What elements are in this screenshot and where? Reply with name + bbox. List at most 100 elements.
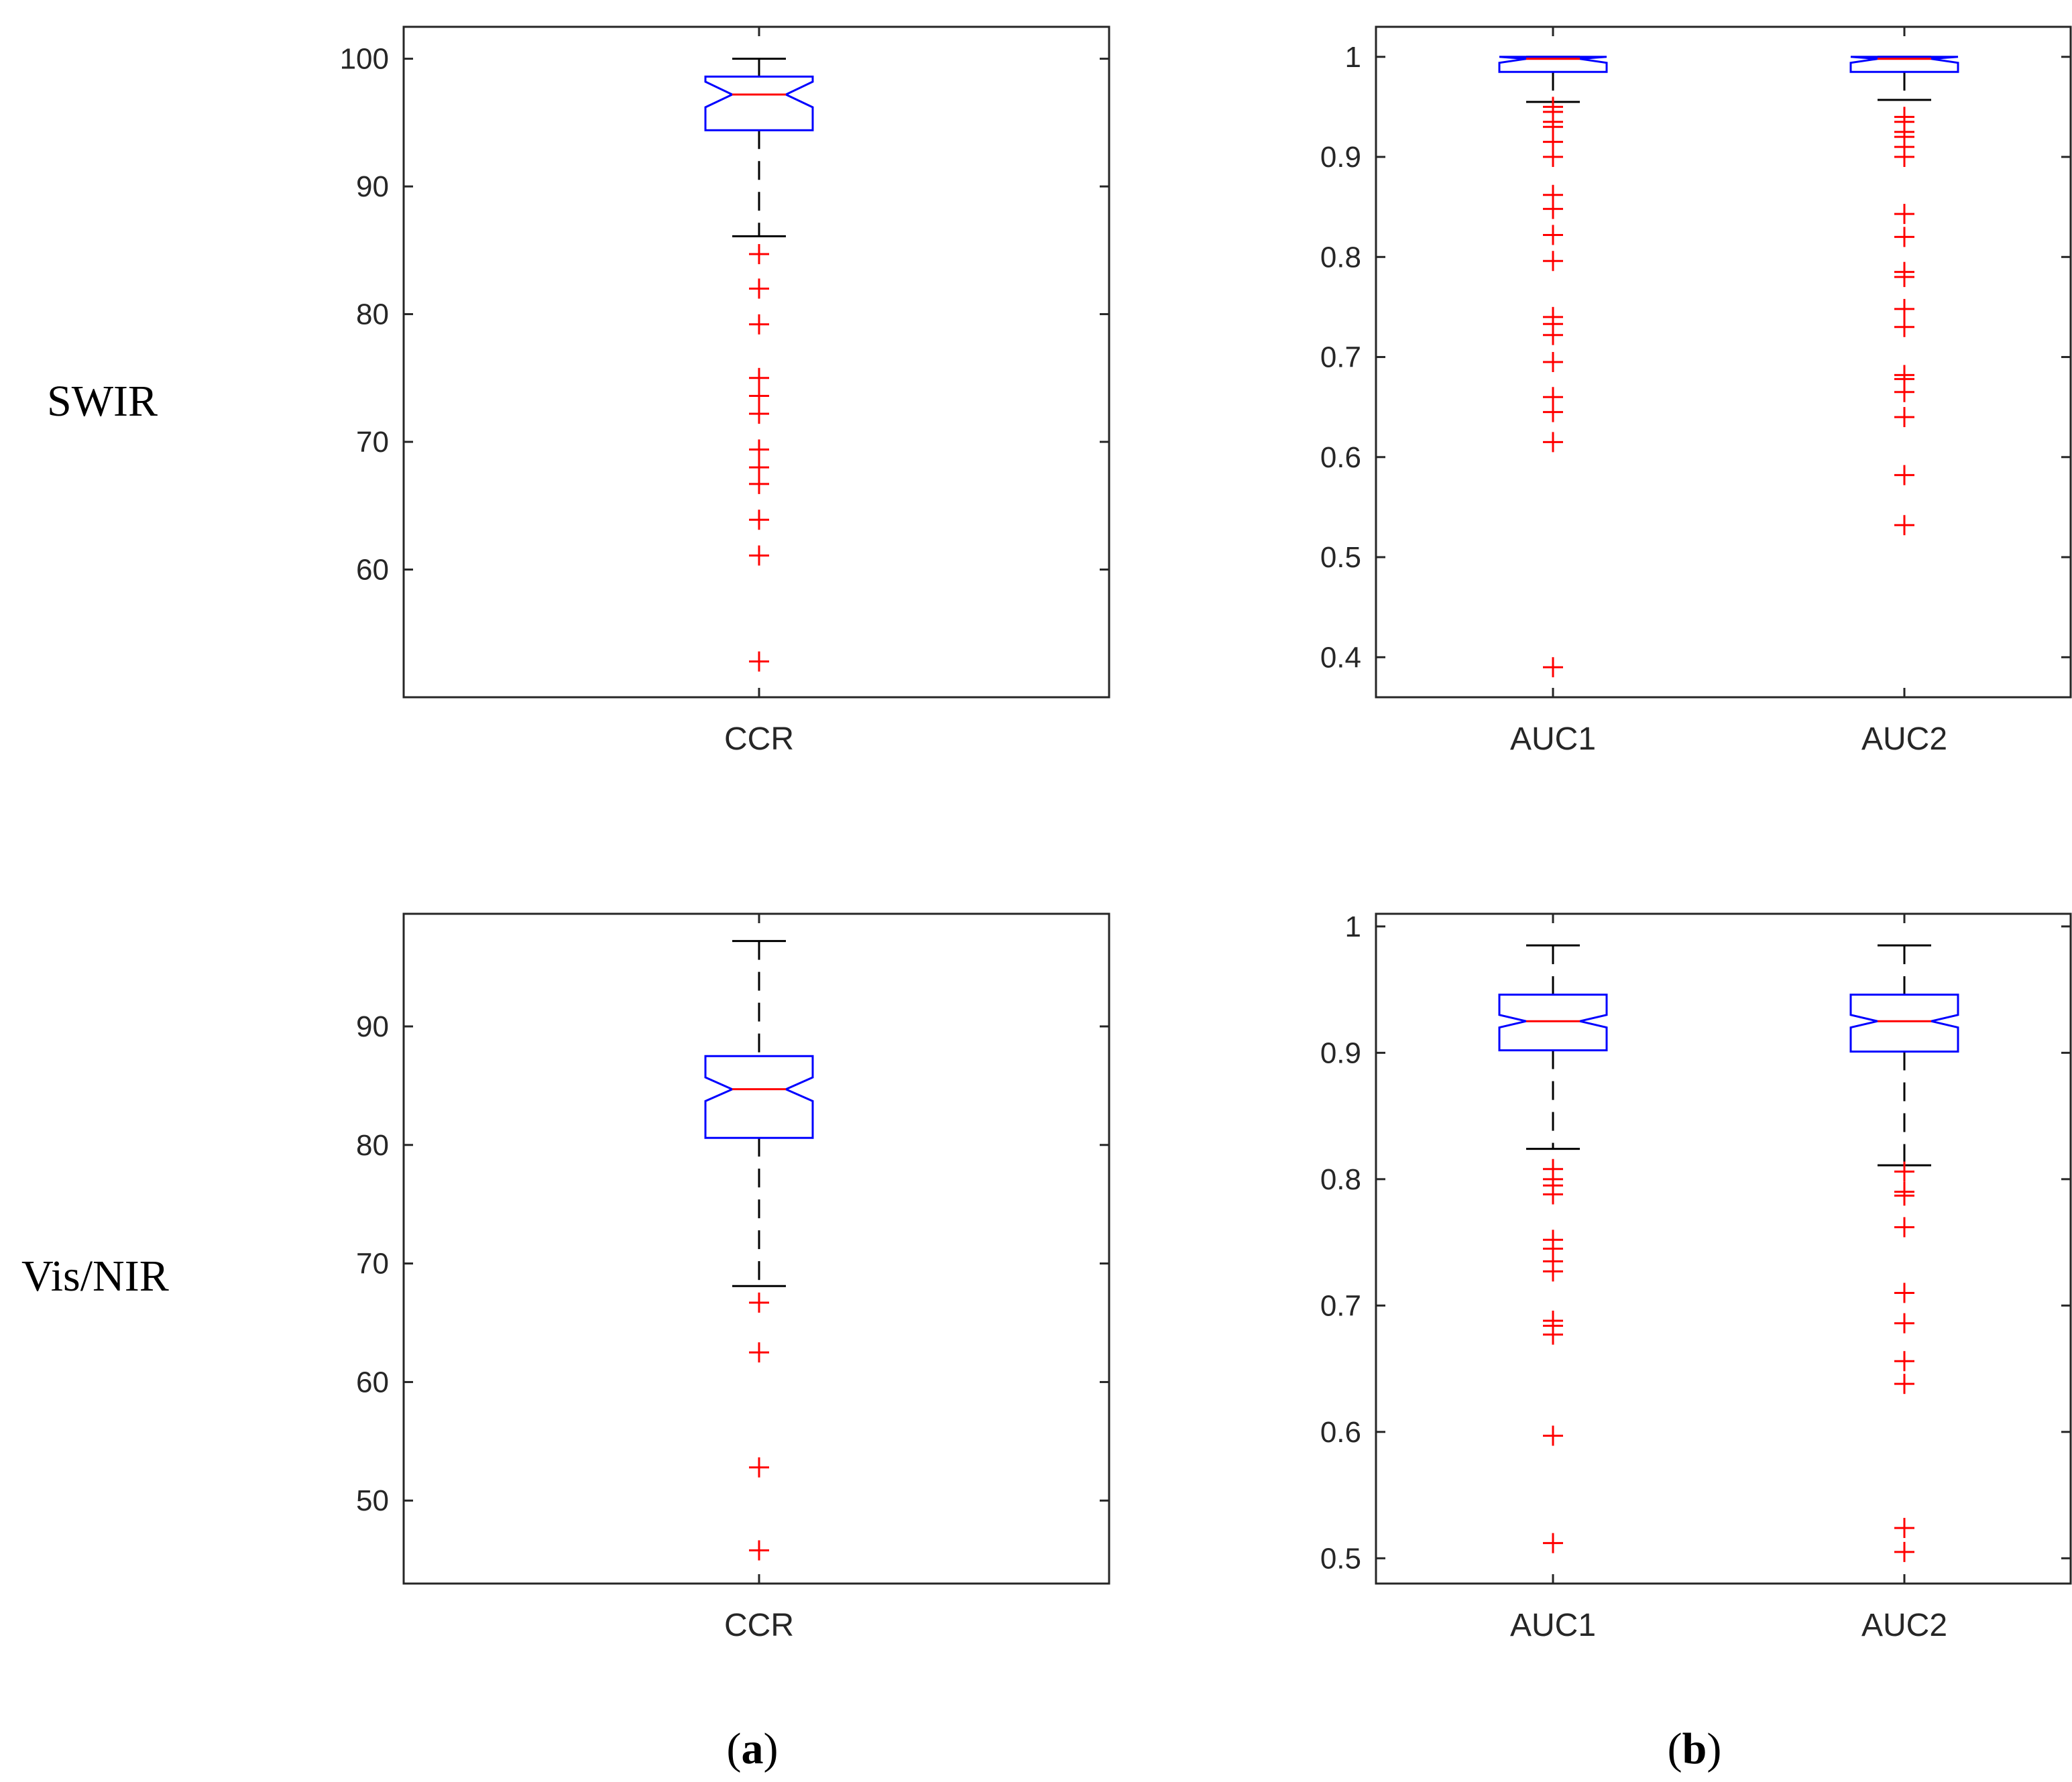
outlier-marker <box>1894 298 1914 319</box>
outlier-marker <box>1543 324 1563 345</box>
category-label: AUC1 <box>1510 721 1596 757</box>
outlier-marker <box>1894 1161 1914 1182</box>
panel-label-a: (a) <box>727 1724 779 1773</box>
outlier-marker <box>1543 1261 1563 1282</box>
plot-frame <box>402 25 1110 699</box>
box-auc1: AUC1 <box>1498 27 1608 757</box>
y-tick-label: 0.6 <box>1320 1416 1361 1449</box>
y-tick-label: 60 <box>356 1366 389 1399</box>
outlier-marker <box>749 1342 769 1363</box>
y-tick-label: 100 <box>340 43 389 76</box>
box-ccr: CCR <box>704 27 814 757</box>
y-tick-label: 90 <box>356 1010 389 1043</box>
category-label: CCR <box>724 1608 794 1643</box>
notched-box <box>704 1055 814 1139</box>
outlier-marker <box>1543 1324 1563 1345</box>
y-tick-label: 80 <box>356 298 389 331</box>
outlier-marker <box>1543 251 1563 272</box>
row-label-visnir: Vis/NIR <box>21 1252 169 1301</box>
outlier-marker <box>1543 1533 1563 1553</box>
outlier-marker <box>1543 1184 1563 1205</box>
outlier-marker <box>1894 1313 1914 1333</box>
outlier-marker <box>749 404 769 424</box>
outlier-marker <box>749 1292 769 1313</box>
y-tick-label: 60 <box>356 554 389 587</box>
outlier-marker <box>1543 147 1563 168</box>
outlier-marker <box>1894 267 1914 288</box>
outlier-marker <box>1894 1374 1914 1394</box>
outlier-marker <box>749 1540 769 1561</box>
box-auc1: AUC1 <box>1498 914 1608 1643</box>
plot-frame <box>402 912 1110 1585</box>
panel-label-b: (b) <box>1668 1724 1722 1773</box>
outlier-marker <box>1543 352 1563 372</box>
y-tick-label: 90 <box>356 170 389 203</box>
outlier-marker <box>1543 432 1563 453</box>
outlier-marker <box>749 651 769 672</box>
outlier-marker <box>749 545 769 566</box>
category-label: CCR <box>724 721 794 757</box>
outlier-marker <box>1894 1217 1914 1238</box>
outlier-marker <box>749 385 769 406</box>
outlier-marker <box>1894 1351 1914 1372</box>
box-auc2: AUC2 <box>1849 27 1959 757</box>
y-tick-label: 0.5 <box>1320 541 1361 574</box>
outlier-marker <box>749 278 769 299</box>
outlier-marker <box>1894 147 1914 168</box>
y-tick-label: 0.7 <box>1320 1289 1361 1322</box>
outlier-marker <box>749 367 769 388</box>
chart-visnir-ccr: 50 60 70 80 90 CCR <box>356 912 1110 1643</box>
outlier-marker <box>749 1457 769 1478</box>
y-tick-label: 70 <box>356 426 389 459</box>
outlier-marker <box>749 314 769 335</box>
box-ccr: CCR <box>704 914 814 1643</box>
y-tick-label: 0.6 <box>1320 441 1361 474</box>
outlier-marker <box>749 439 769 460</box>
outlier-marker <box>1543 657 1563 678</box>
y-tick-label: 0.5 <box>1320 1542 1361 1575</box>
y-tick-label: 1 <box>1345 41 1361 74</box>
outlier-marker <box>1543 225 1563 245</box>
y-tick-label: 0.9 <box>1320 1036 1361 1069</box>
y-tick-label: 50 <box>356 1484 389 1517</box>
outlier-marker <box>1894 1185 1914 1206</box>
y-tick-label: 0.4 <box>1320 641 1361 674</box>
y-tick-label: 0.8 <box>1320 241 1361 274</box>
notched-box <box>1849 994 1959 1053</box>
y-tick-label: 70 <box>356 1248 389 1281</box>
chart-visnir-auc: 0.5 0.6 0.7 0.8 0.9 1 AUC1 AUC2 <box>1320 910 2072 1643</box>
outlier-marker <box>1894 1518 1914 1539</box>
outlier-marker <box>1543 402 1563 422</box>
y-tick-label: 0.9 <box>1320 141 1361 174</box>
category-label: AUC2 <box>1861 721 1947 757</box>
notched-box <box>1498 994 1608 1052</box>
category-label: AUC1 <box>1510 1608 1596 1643</box>
outlier-marker <box>1894 1283 1914 1303</box>
y-tick-label: 80 <box>356 1129 389 1162</box>
y-tick-label: 0.8 <box>1320 1163 1361 1196</box>
notched-box <box>1849 56 1959 73</box>
category-label: AUC2 <box>1861 1608 1947 1643</box>
chart-swir-auc: 0.4 0.5 0.6 0.7 0.8 0.9 1 AUC1 AUC2 <box>1320 25 2072 757</box>
outlier-marker <box>1894 316 1914 337</box>
plot-frame <box>1375 25 2072 699</box>
outlier-marker <box>1894 515 1914 536</box>
notched-box <box>1498 56 1608 73</box>
outlier-marker <box>749 244 769 265</box>
outlier-marker <box>1894 1541 1914 1562</box>
plots: 60 70 80 90 100 CCR 0.4 0.5 0.6 0.7 0.8 0.9 1 AUC1 AUC… <box>340 25 2072 1643</box>
outlier-marker <box>1543 198 1563 219</box>
chart-swir-ccr: 60 70 80 90 100 CCR <box>340 25 1110 757</box>
outlier-marker <box>749 473 769 494</box>
outlier-marker <box>1894 407 1914 428</box>
outlier-marker <box>749 510 769 530</box>
y-tick-label: 0.7 <box>1320 341 1361 374</box>
outlier-marker <box>1894 227 1914 247</box>
plot-frame <box>1375 912 2072 1585</box>
notched-box <box>704 75 814 131</box>
outlier-marker <box>1894 204 1914 225</box>
outlier-marker <box>1894 465 1914 485</box>
outlier-marker <box>1543 1425 1563 1446</box>
row-label-swir: SWIR <box>47 377 158 426</box>
outlier-marker <box>1894 381 1914 402</box>
